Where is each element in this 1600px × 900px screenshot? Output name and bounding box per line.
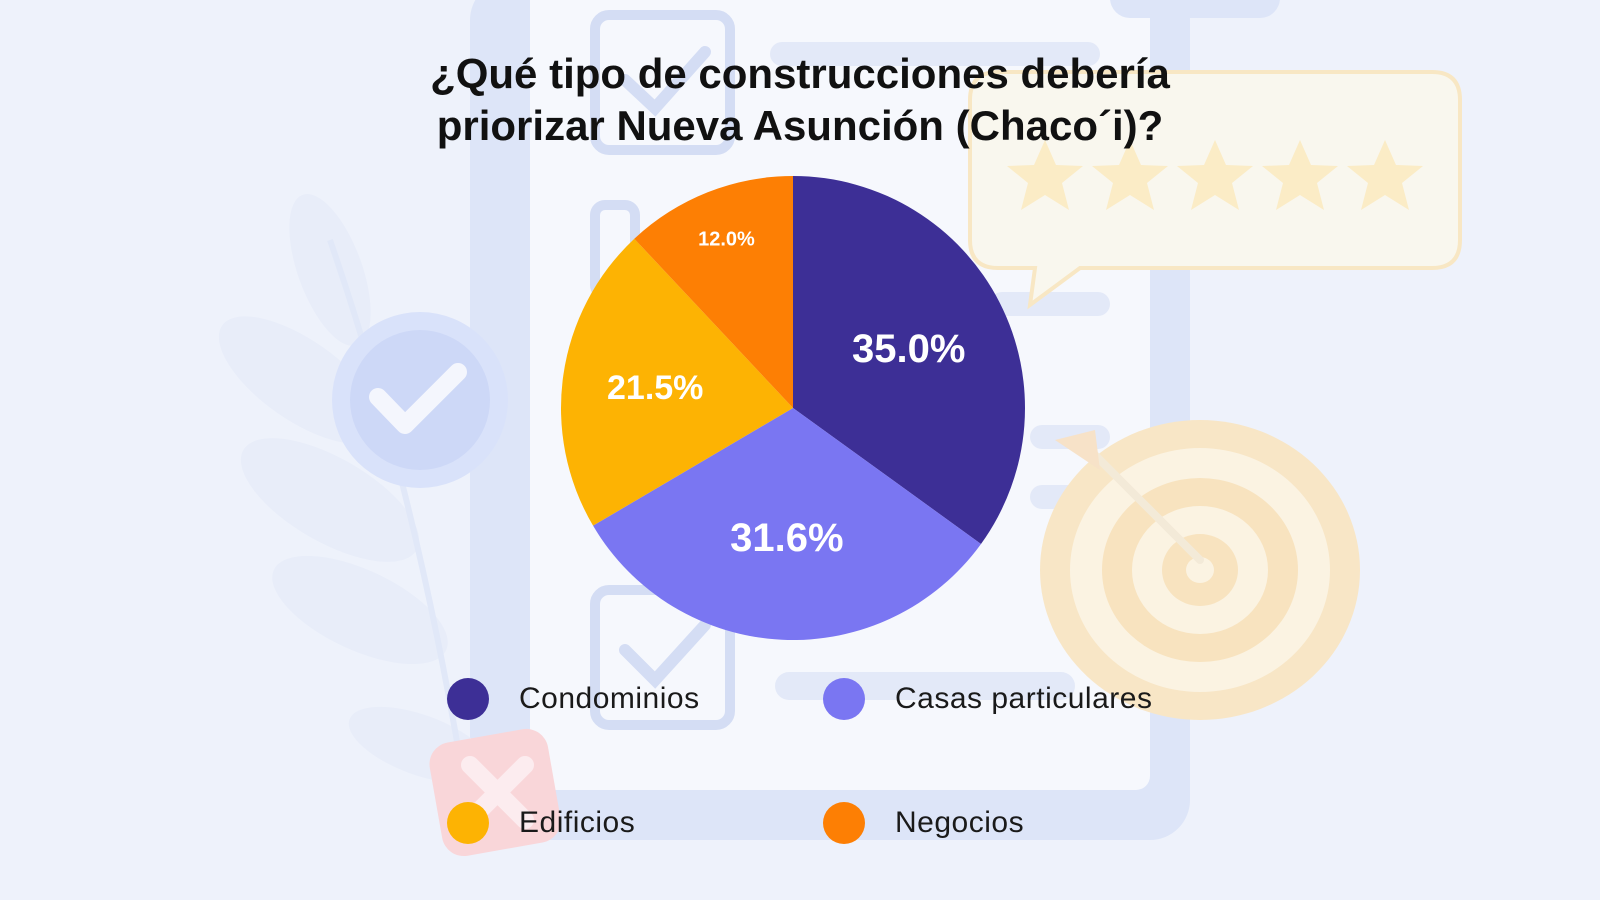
target-icon bbox=[1040, 420, 1360, 720]
legend-label-casas-particulares: Casas particulares bbox=[895, 682, 1153, 715]
pie-slice-negocios bbox=[634, 176, 793, 408]
legend-swatch-casas-particulares bbox=[823, 678, 865, 720]
legend-item-casas-particulares: Casas particulares bbox=[823, 674, 1152, 724]
pie-slice-casas-particulares bbox=[593, 408, 981, 640]
check-badge-icon bbox=[332, 312, 508, 488]
pie-slice-edificios bbox=[561, 238, 793, 526]
pie-label-edificios: 21.5% bbox=[607, 369, 703, 407]
legend-item-edificios: Edificios bbox=[447, 798, 635, 848]
rating-stars-icon bbox=[968, 70, 1462, 310]
chart-title-line-1: ¿Qué tipo de construcciones debería bbox=[430, 50, 1170, 97]
legend-swatch-edificios bbox=[447, 802, 489, 844]
legend-swatch-condominios bbox=[447, 678, 489, 720]
legend-label-negocios: Negocios bbox=[895, 806, 1025, 839]
pie-label-negocios: 12.0% bbox=[698, 229, 755, 251]
legend-swatch-negocios bbox=[823, 802, 865, 844]
legend-item-condominios: Condominios bbox=[447, 674, 700, 724]
legend-item-negocios: Negocios bbox=[823, 798, 1024, 848]
chart-title: ¿Qué tipo de construcciones debería prio… bbox=[300, 48, 1300, 152]
pie-label-condominios: 35.0% bbox=[852, 327, 965, 371]
legend-label-condominios: Condominios bbox=[519, 682, 700, 715]
pie-label-casas-particulares: 31.6% bbox=[730, 516, 843, 560]
pie-slice-condominios bbox=[793, 176, 1025, 544]
legend-label-edificios: Edificios bbox=[519, 806, 636, 839]
checkbox-icon bbox=[590, 10, 735, 155]
chart-title-line-2: priorizar Nueva Asunción (Chaco´i)? bbox=[436, 102, 1164, 149]
